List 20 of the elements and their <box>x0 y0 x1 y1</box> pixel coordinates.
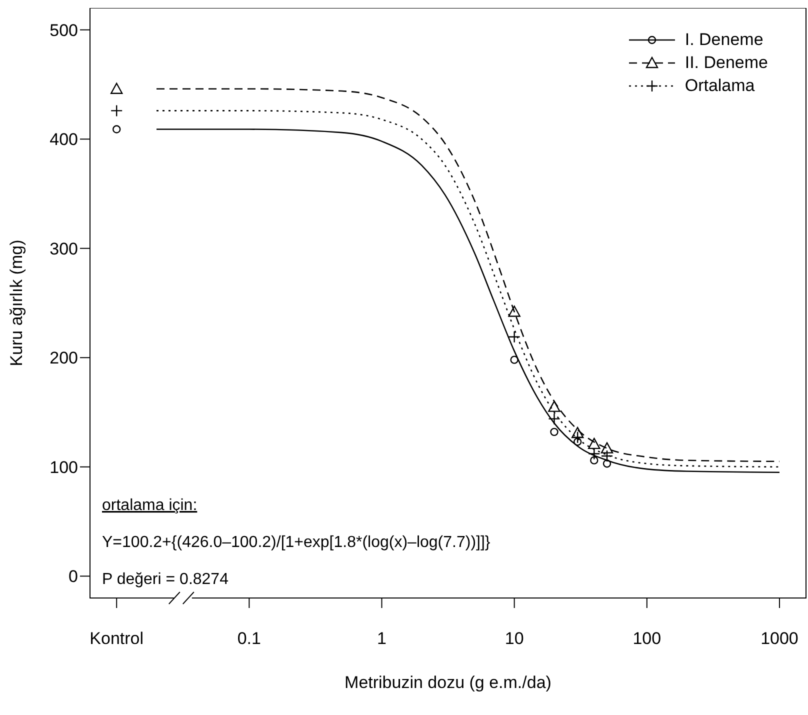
annotation: Y=100.2+{(426.0–100.2)/[1+exp[1.8*(log(x)–log(7.7))]]} <box>102 534 491 551</box>
x-tick-label: 1000 <box>760 629 798 648</box>
y-tick-label: 100 <box>50 458 78 477</box>
annotation: ortalama için: <box>102 497 198 514</box>
x-tick-label: Kontrol <box>90 629 144 648</box>
y-axis-title: Kuru ağırlık (mg) <box>7 240 26 366</box>
y-tick-label: 300 <box>50 239 78 258</box>
x-tick-label: 100 <box>632 629 662 648</box>
x-tick-label: 10 <box>504 629 524 648</box>
y-tick-label: 400 <box>50 130 78 150</box>
y-tick-label: 500 <box>50 20 78 40</box>
annotation: P değeri = 0.8274 <box>102 571 229 588</box>
y-tick-label: 0 <box>68 567 78 586</box>
y-tick-label: 200 <box>50 348 78 368</box>
legend-label: Ortalama <box>684 76 755 96</box>
legend-label: II. Deneme <box>684 52 768 72</box>
x-tick-label: 1 <box>377 629 386 648</box>
legend-label: I. Deneme <box>684 30 764 50</box>
x-axis-title: Metribuzin dozu (g e.m./da) <box>344 673 552 692</box>
x-tick-label: 0.1 <box>237 629 261 648</box>
